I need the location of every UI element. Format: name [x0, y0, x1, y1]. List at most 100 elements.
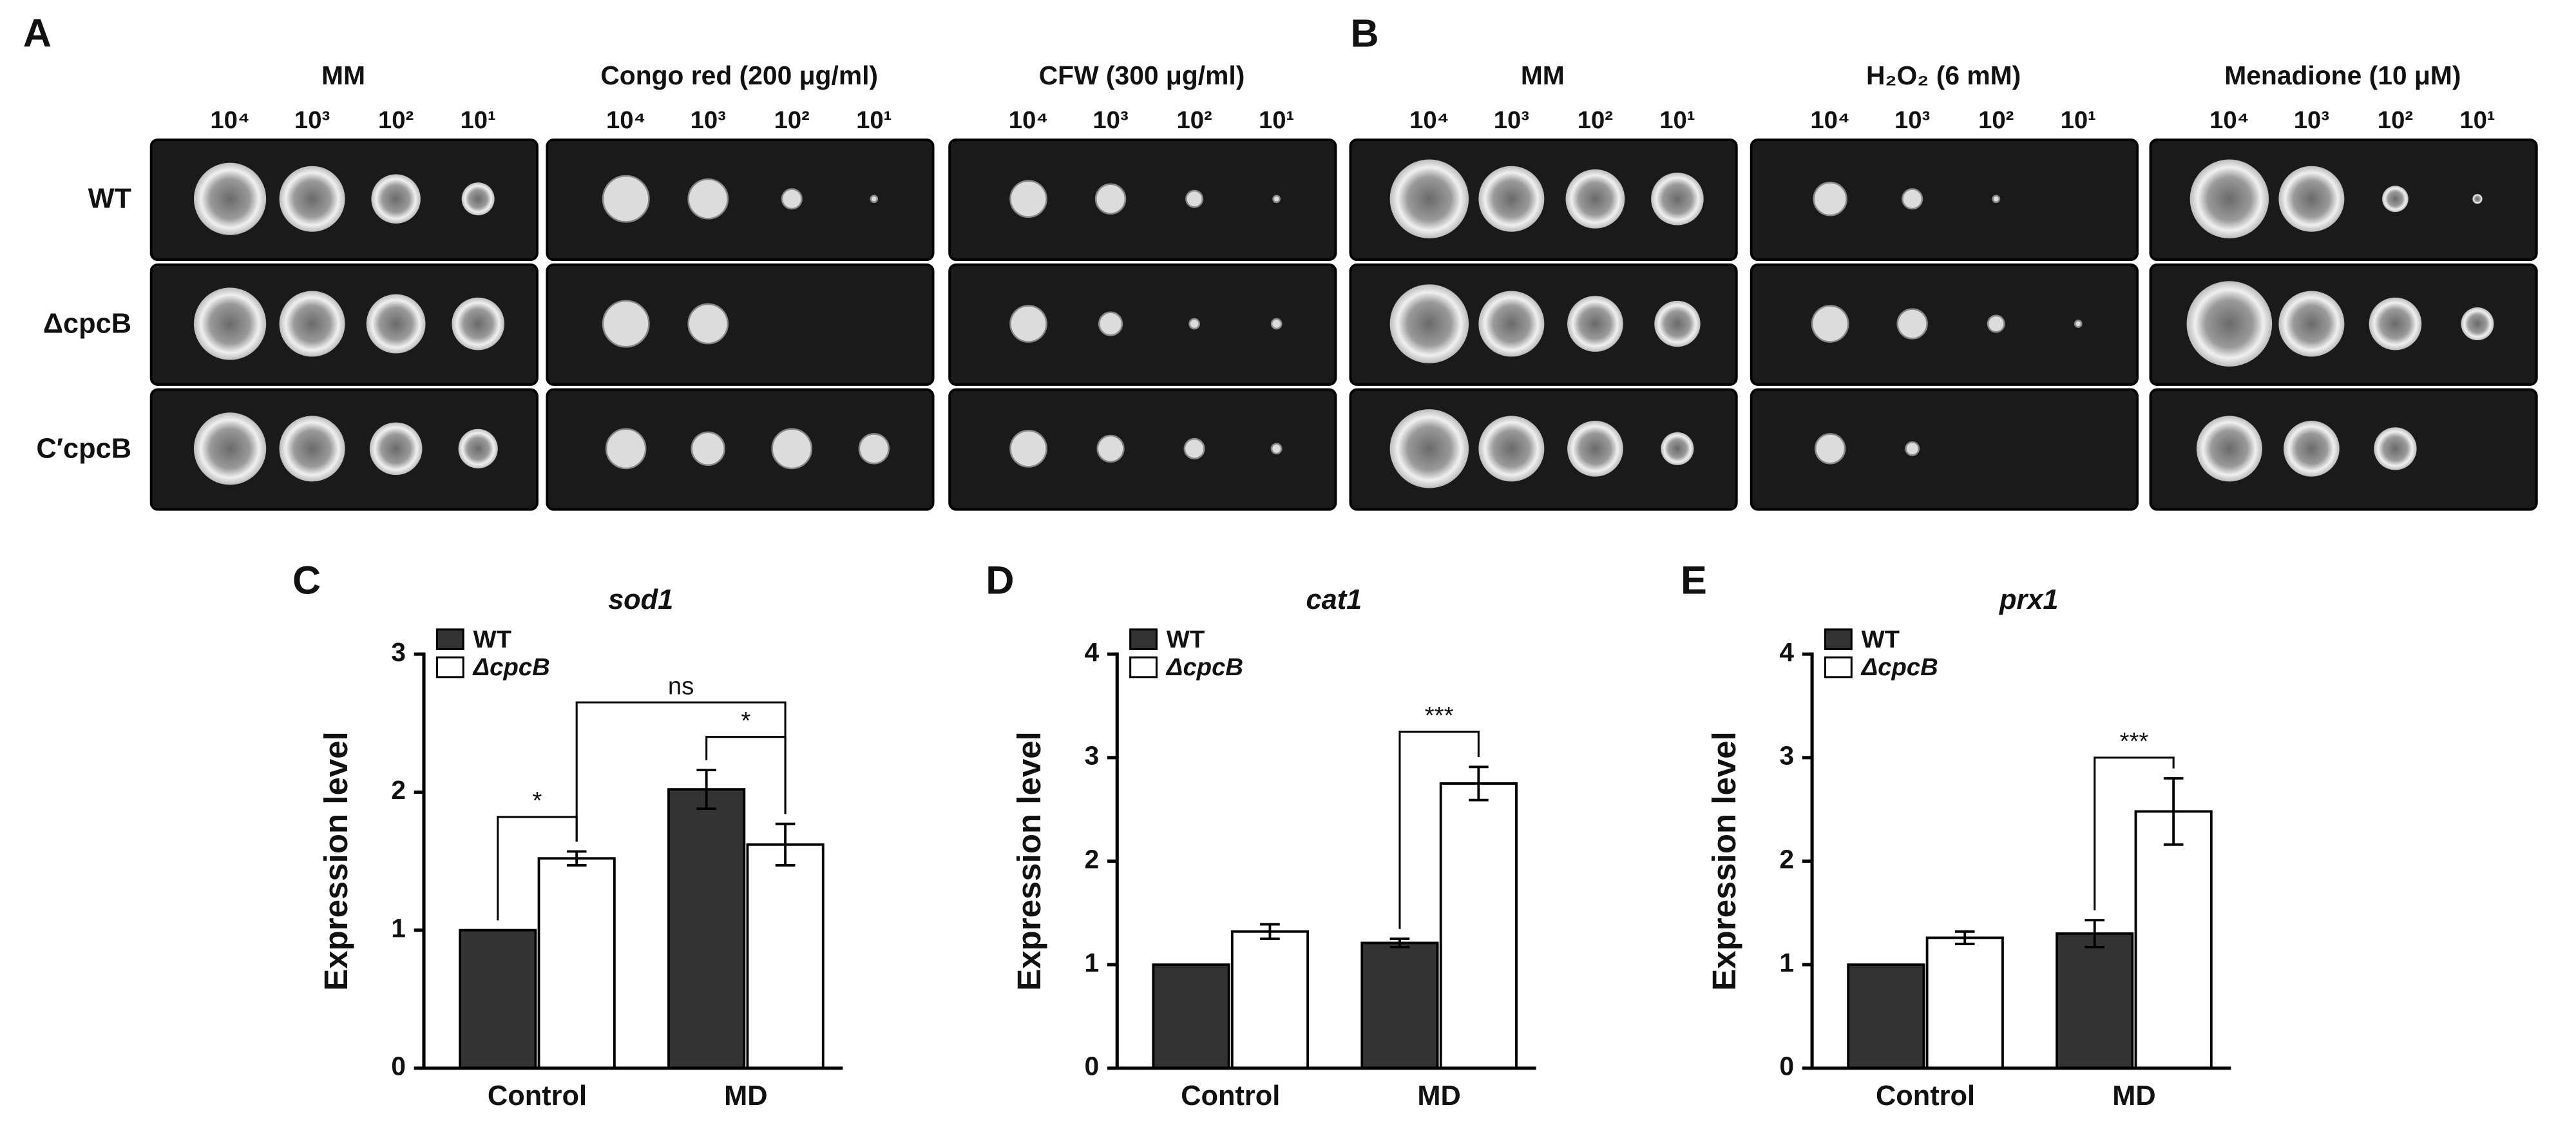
panel-letter: A: [23, 11, 52, 55]
x-tick-label: Control: [488, 1081, 587, 1111]
colony: [1009, 305, 1047, 343]
significance-bracket: [2094, 756, 2175, 910]
colony: [1813, 181, 1847, 216]
colony: [605, 428, 647, 470]
dilution-label: 10²: [2378, 106, 2413, 134]
colony: [1567, 421, 1623, 477]
colony: [1009, 430, 1047, 468]
legend-label: ΔcpcB: [1860, 653, 1938, 681]
y-tick-label: 2: [1085, 844, 1100, 874]
x-tick-label: Control: [1876, 1081, 1975, 1111]
plate-photo: [948, 263, 1337, 386]
chart-title: sod1: [608, 584, 673, 615]
dilution-label: 10⁴: [1810, 106, 1849, 134]
colony: [1814, 433, 1846, 465]
bar: [1360, 941, 1439, 1070]
row-label: WT: [88, 184, 132, 215]
y-axis-label: Expression level: [1011, 731, 1047, 991]
colony: [1098, 311, 1123, 336]
bar: [1847, 963, 1925, 1070]
plate-photo: [1750, 138, 2139, 261]
significance-label: *: [533, 787, 542, 814]
colony: [2186, 281, 2273, 367]
y-tick-label: 0: [1779, 1052, 1794, 1081]
dilution-label: 10²: [774, 106, 810, 134]
colony: [2461, 307, 2494, 341]
y-tick-label: 2: [1779, 844, 1794, 874]
bar: [537, 857, 616, 1070]
condition-label: CFW (300 μg/ml): [1039, 61, 1245, 90]
colony: [366, 294, 426, 354]
plate-photo: [948, 138, 1337, 261]
significance-label: ***: [1425, 702, 1454, 729]
bar: [2056, 932, 2134, 1070]
colony: [1992, 195, 2001, 204]
y-tick-label: 4: [1085, 637, 1100, 667]
dilution-label: 10¹: [2061, 106, 2096, 134]
y-tick-label: 2: [391, 775, 406, 805]
plate-photo: [1750, 263, 2139, 386]
y-axis-label: Expression level: [1706, 731, 1742, 991]
dilution-label: 10³: [294, 106, 330, 134]
panel-letter: D: [986, 559, 1014, 602]
dilution-label: 10³: [1092, 106, 1128, 134]
colony: [2278, 166, 2345, 232]
dilution-label: 10¹: [856, 106, 892, 134]
colony: [858, 433, 890, 465]
colony: [279, 416, 345, 482]
colony: [369, 422, 423, 476]
bar: [1230, 930, 1310, 1070]
colony: [602, 300, 650, 348]
colony: [193, 287, 267, 360]
x-tick-label: MD: [724, 1081, 767, 1111]
y-tick-label: 3: [391, 637, 406, 667]
colony: [1478, 166, 1545, 232]
colony: [1654, 300, 1701, 347]
panel-letter: C: [292, 559, 321, 602]
colony: [1905, 441, 1920, 456]
dilution-label: 10³: [1894, 106, 1930, 134]
dilution-label: 10¹: [2459, 106, 2495, 134]
y-tick-label: 1: [1085, 948, 1100, 977]
bar: [459, 928, 537, 1070]
colony: [781, 188, 803, 210]
y-tick-label: 3: [1779, 741, 1794, 771]
bar: [746, 843, 825, 1070]
colony: [193, 412, 267, 485]
colony: [2196, 416, 2262, 482]
plate-photo: [546, 263, 935, 386]
dilution-label: 10⁴: [606, 106, 645, 134]
y-tick-label: 3: [1085, 741, 1100, 771]
bar: [1152, 963, 1230, 1070]
row-label: ΔcpcB: [43, 309, 131, 340]
plate-photo: [2149, 388, 2538, 511]
legend-swatch: [435, 656, 464, 678]
dilution-label: 10¹: [461, 106, 496, 134]
colony: [193, 162, 267, 235]
dilution-label: 10⁴: [1409, 106, 1449, 134]
dilution-label: 10²: [378, 106, 414, 134]
colony: [1272, 195, 1281, 204]
colony: [279, 291, 345, 357]
plate-photo: [546, 388, 935, 511]
significance-bracket: [1398, 731, 1480, 929]
colony: [452, 297, 504, 351]
colony: [1389, 409, 1469, 488]
dilution-label: 10¹: [1259, 106, 1294, 134]
colony: [1565, 169, 1625, 229]
colony: [1651, 172, 1704, 226]
legend-swatch: [435, 628, 464, 651]
dilution-label: 10⁴: [1009, 106, 1048, 134]
colony: [461, 182, 495, 216]
colony: [870, 195, 879, 204]
legend-label: ΔcpcB: [472, 653, 550, 681]
colony: [2278, 291, 2345, 357]
plate-photo: [546, 138, 935, 261]
dilution-label: 10²: [1578, 106, 1613, 134]
legend-swatch: [1129, 628, 1158, 651]
colony: [602, 175, 650, 223]
condition-label: H₂O₂ (6 mM): [1866, 61, 2021, 90]
colony: [1902, 188, 1923, 210]
colony: [2369, 297, 2422, 351]
significance-bracket: [705, 736, 787, 814]
